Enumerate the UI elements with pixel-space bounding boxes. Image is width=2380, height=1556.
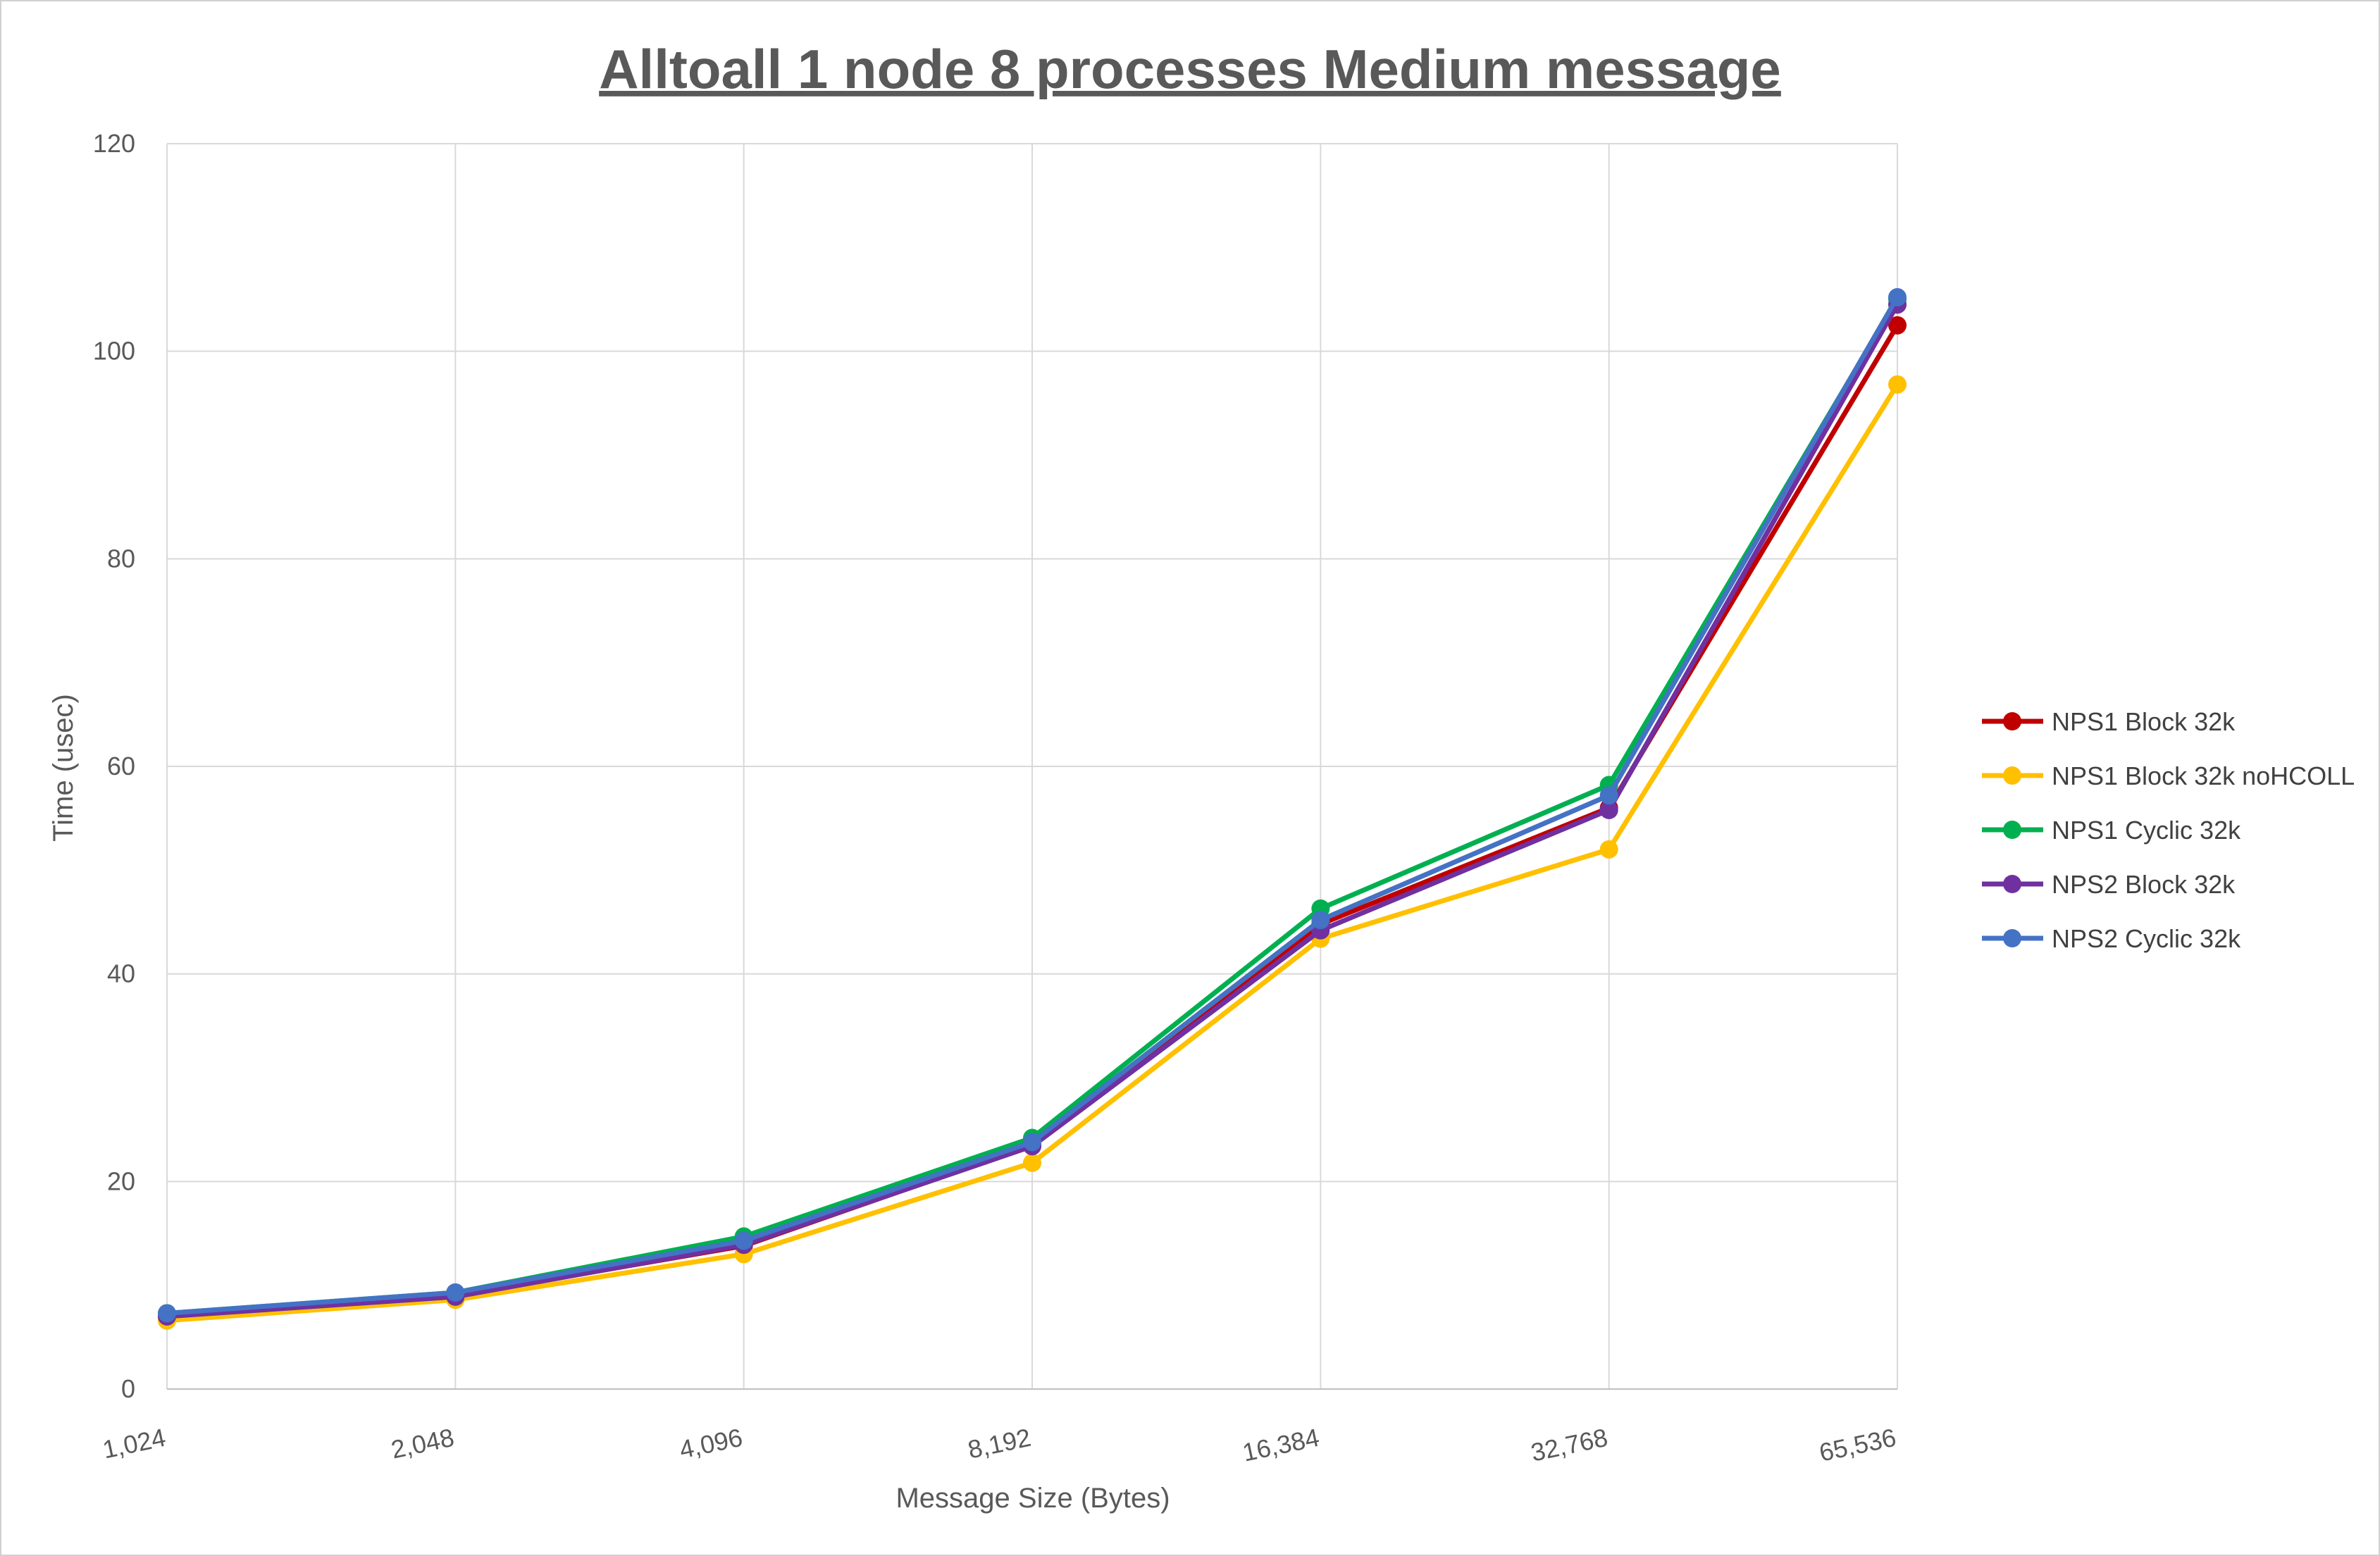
data-point (1888, 288, 1907, 307)
x-tick-label: 1,024 (100, 1423, 168, 1464)
x-axis-label: Message Size (Bytes) (895, 1483, 1170, 1514)
x-tick-label: 32,768 (1528, 1423, 1610, 1467)
y-tick-label: 0 (121, 1374, 135, 1403)
grid (166, 143, 1898, 1390)
chart-title: Alltoall 1 node 8 processes Medium messa… (599, 38, 1781, 100)
legend-label: NPS2 Block 32k (2052, 870, 2236, 899)
legend-swatch-marker (2003, 875, 2021, 893)
x-tick-label: 8,192 (965, 1423, 1034, 1464)
x-tick-label: 16,384 (1240, 1423, 1322, 1467)
data-point (158, 1304, 176, 1323)
legend-swatch-marker (2003, 712, 2021, 730)
data-point (1023, 1133, 1041, 1152)
data-point (1888, 316, 1907, 335)
x-tick-label: 4,096 (677, 1423, 745, 1464)
legend-label: NPS1 Block 32k noHCOLL (2052, 761, 2355, 790)
data-point (1599, 786, 1618, 805)
legend-item: NPS2 Cyclic 32k (1982, 924, 2241, 953)
y-tick-label: 60 (107, 752, 135, 780)
y-tick-label: 20 (107, 1166, 135, 1195)
y-tick-label: 80 (107, 544, 135, 573)
data-point (1888, 375, 1907, 394)
legend-item: NPS1 Block 32k noHCOLL (1982, 761, 2355, 790)
x-tick-label: 2,048 (388, 1423, 457, 1464)
legend-item: NPS1 Block 32k (1982, 707, 2236, 736)
legend-item: NPS2 Block 32k (1982, 870, 2236, 899)
data-point (1023, 1153, 1041, 1172)
data-point (1311, 911, 1330, 930)
y-tick-label: 120 (93, 129, 135, 158)
y-tick-label: 40 (107, 959, 135, 988)
legend-label: NPS2 Cyclic 32k (2052, 924, 2241, 953)
y-tick-labels: 0 20 40 60 80 100 120 (93, 129, 135, 1403)
data-point (734, 1231, 753, 1250)
legend-item: NPS1 Cyclic 32k (1982, 816, 2241, 845)
legend-swatch-marker (2003, 929, 2021, 947)
data-point (446, 1283, 465, 1302)
series-4 (158, 288, 1907, 1323)
legend-swatch-marker (2003, 766, 2021, 785)
x-tick-label: 65,536 (1816, 1423, 1898, 1467)
legend-swatch-marker (2003, 821, 2021, 839)
y-tick-label: 100 (93, 337, 135, 366)
legend-label: NPS1 Block 32k (2052, 707, 2236, 736)
y-axis-label: Time (usec) (48, 694, 79, 842)
legend-label: NPS1 Cyclic 32k (2052, 816, 2241, 845)
series-group (158, 288, 1907, 1330)
legend: NPS1 Block 32k NPS1 Block 32k noHCOLL NPS1… (1982, 707, 2355, 953)
x-tick-labels: 1,024 2,048 4,096 8,192 16,384 32,768 65,536 (100, 1423, 1899, 1467)
data-point (1599, 840, 1618, 859)
data-point (1599, 800, 1618, 819)
